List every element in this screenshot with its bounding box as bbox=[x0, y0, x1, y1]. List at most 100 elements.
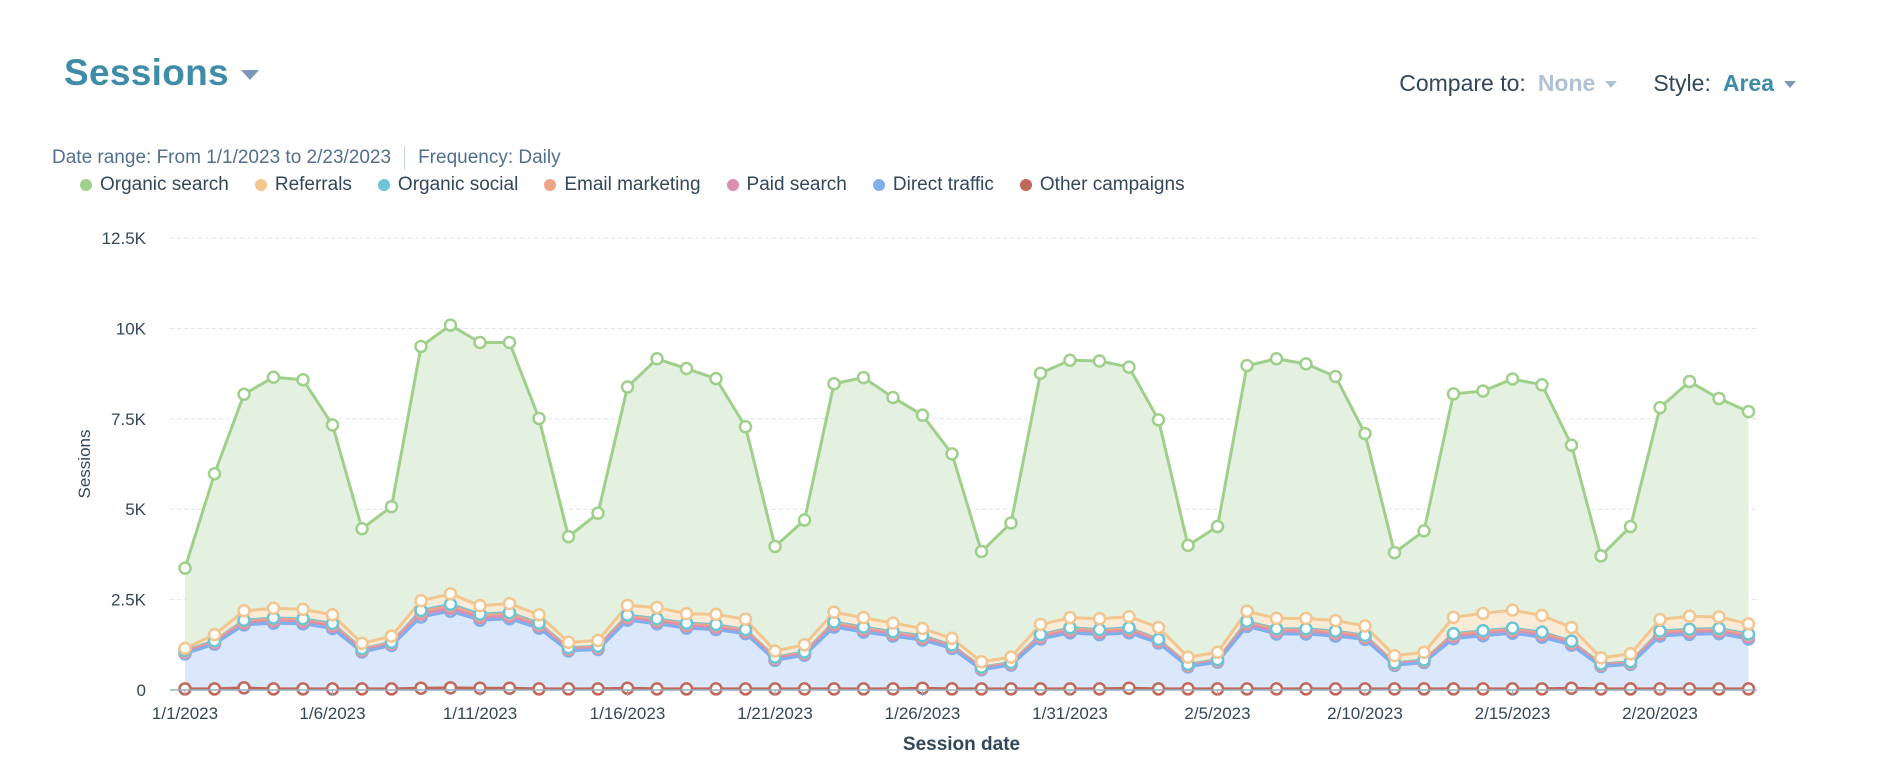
data-point-referrals bbox=[1269, 611, 1284, 626]
data-point-organic-search bbox=[355, 521, 369, 536]
legend-item-other-campaigns[interactable]: Other campaigns bbox=[1019, 174, 1185, 196]
x-tick-label: 2/5/2023 bbox=[1184, 704, 1250, 723]
data-point-organic-search bbox=[443, 318, 458, 332]
data-point-organic-search bbox=[1623, 519, 1638, 534]
compare-to-label: Compare to: bbox=[1399, 70, 1526, 96]
style-dropdown[interactable]: Style: Area bbox=[1653, 70, 1796, 97]
data-point-referrals bbox=[1535, 608, 1549, 623]
data-point-organic-social bbox=[1092, 622, 1107, 637]
data-point-other-campaigns bbox=[296, 682, 310, 696]
data-point-referrals bbox=[532, 608, 546, 622]
legend-item-paid-search[interactable]: Paid search bbox=[726, 174, 847, 196]
data-point-other-campaigns bbox=[945, 682, 959, 696]
data-point-organic-search bbox=[1092, 354, 1107, 368]
data-point-referrals bbox=[1682, 609, 1697, 623]
data-point-referrals bbox=[1476, 606, 1490, 621]
data-point-other-campaigns bbox=[1328, 682, 1343, 696]
chart-legend: Organic search Referrals Organic social Ema… bbox=[80, 174, 1211, 196]
data-point-referrals bbox=[178, 641, 192, 656]
data-point-referrals bbox=[1564, 620, 1579, 635]
legend-label: Organic search bbox=[100, 174, 229, 195]
x-tick-label: 1/31/2023 bbox=[1032, 704, 1108, 723]
data-point-organic-social bbox=[1653, 624, 1667, 638]
x-axis-title: Session date bbox=[903, 734, 1020, 755]
data-point-organic-search bbox=[1535, 378, 1549, 392]
data-point-other-campaigns bbox=[1594, 682, 1608, 696]
data-point-referrals bbox=[738, 612, 753, 626]
data-point-organic-search bbox=[1505, 372, 1520, 386]
data-point-referrals bbox=[1092, 612, 1107, 626]
legend-dot-icon bbox=[80, 179, 92, 191]
data-point-other-campaigns bbox=[1181, 682, 1195, 696]
compare-to-dropdown[interactable]: Compare to: None bbox=[1399, 70, 1618, 97]
data-point-other-campaigns bbox=[709, 682, 723, 696]
data-point-other-campaigns bbox=[797, 682, 812, 696]
data-point-organic-search bbox=[797, 513, 812, 527]
frequency-text: Frequency: Daily bbox=[418, 147, 561, 168]
report-title-dropdown[interactable]: Sessions bbox=[64, 52, 259, 94]
legend-label: Other campaigns bbox=[1039, 174, 1185, 195]
data-point-referrals bbox=[1004, 650, 1018, 664]
data-point-other-campaigns bbox=[1092, 682, 1107, 696]
style-value: Area bbox=[1722, 70, 1774, 96]
data-point-other-campaigns bbox=[384, 682, 399, 696]
data-point-referrals bbox=[797, 638, 812, 652]
data-point-organic-search bbox=[650, 352, 664, 366]
legend-dot-icon bbox=[377, 179, 390, 191]
data-point-organic-search bbox=[178, 561, 192, 575]
data-point-other-campaigns bbox=[886, 682, 900, 696]
data-point-referrals bbox=[207, 627, 222, 642]
data-point-organic-search bbox=[414, 339, 428, 354]
date-range-text: Date range: From 1/1/2023 to 2/23/2023 bbox=[52, 147, 392, 168]
data-point-organic-social bbox=[1682, 622, 1697, 637]
data-point-referrals bbox=[1063, 610, 1077, 625]
data-point-organic-search bbox=[1682, 374, 1697, 389]
data-point-organic-search bbox=[709, 371, 723, 386]
x-tick-label: 1/1/2023 bbox=[152, 704, 218, 723]
legend-dot-icon bbox=[726, 179, 739, 191]
y-tick-label: 0 bbox=[137, 681, 146, 700]
data-point-organic-search bbox=[974, 544, 989, 559]
data-point-referrals bbox=[1446, 610, 1461, 625]
data-point-referrals bbox=[1387, 648, 1402, 663]
data-point-organic-search bbox=[738, 420, 753, 434]
area-organic-search bbox=[185, 325, 1749, 662]
legend-item-direct-traffic[interactable]: Direct traffic bbox=[872, 174, 994, 196]
x-tick-label: 1/21/2023 bbox=[737, 704, 813, 723]
data-point-referrals bbox=[1181, 650, 1195, 664]
data-point-other-campaigns bbox=[1033, 682, 1048, 696]
data-point-other-campaigns bbox=[650, 682, 664, 696]
legend-label: Referrals bbox=[274, 174, 352, 195]
legend-item-organic-search[interactable]: Organic search bbox=[80, 174, 229, 196]
legend-item-referrals[interactable]: Referrals bbox=[254, 174, 352, 196]
legend-item-organic-social[interactable]: Organic social bbox=[377, 174, 518, 196]
data-point-organic-search bbox=[502, 335, 517, 350]
data-point-organic-search bbox=[1299, 357, 1313, 371]
data-point-organic-search bbox=[1004, 516, 1018, 530]
data-point-other-campaigns bbox=[1682, 682, 1697, 696]
y-tick-label: 2.5K bbox=[111, 591, 147, 610]
data-point-other-campaigns bbox=[502, 681, 517, 695]
data-point-organic-search bbox=[1712, 391, 1726, 406]
legend-dot-icon bbox=[872, 179, 885, 191]
data-point-other-campaigns bbox=[1269, 682, 1284, 696]
legend-label: Paid search bbox=[746, 174, 847, 195]
data-point-organic-social bbox=[1122, 621, 1136, 635]
y-axis-title: Sessions bbox=[75, 430, 94, 499]
data-point-other-campaigns bbox=[738, 682, 753, 696]
x-tick-label: 2/15/2023 bbox=[1475, 704, 1551, 723]
data-point-organic-search bbox=[827, 376, 841, 391]
data-point-referrals bbox=[473, 598, 487, 613]
data-point-organic-social bbox=[1446, 626, 1461, 641]
data-point-other-campaigns bbox=[1712, 682, 1726, 696]
y-tick-label: 12.5K bbox=[102, 229, 147, 248]
data-point-other-campaigns bbox=[1564, 681, 1579, 695]
data-point-other-campaigns bbox=[443, 681, 458, 695]
data-point-referrals bbox=[1240, 604, 1254, 618]
data-point-organic-social bbox=[650, 612, 664, 626]
data-point-organic-search bbox=[1122, 360, 1136, 374]
legend-item-email-marketing[interactable]: Email marketing bbox=[544, 174, 701, 196]
data-point-organic-search bbox=[1269, 352, 1284, 366]
divider bbox=[404, 146, 406, 170]
data-point-referrals bbox=[856, 610, 871, 625]
